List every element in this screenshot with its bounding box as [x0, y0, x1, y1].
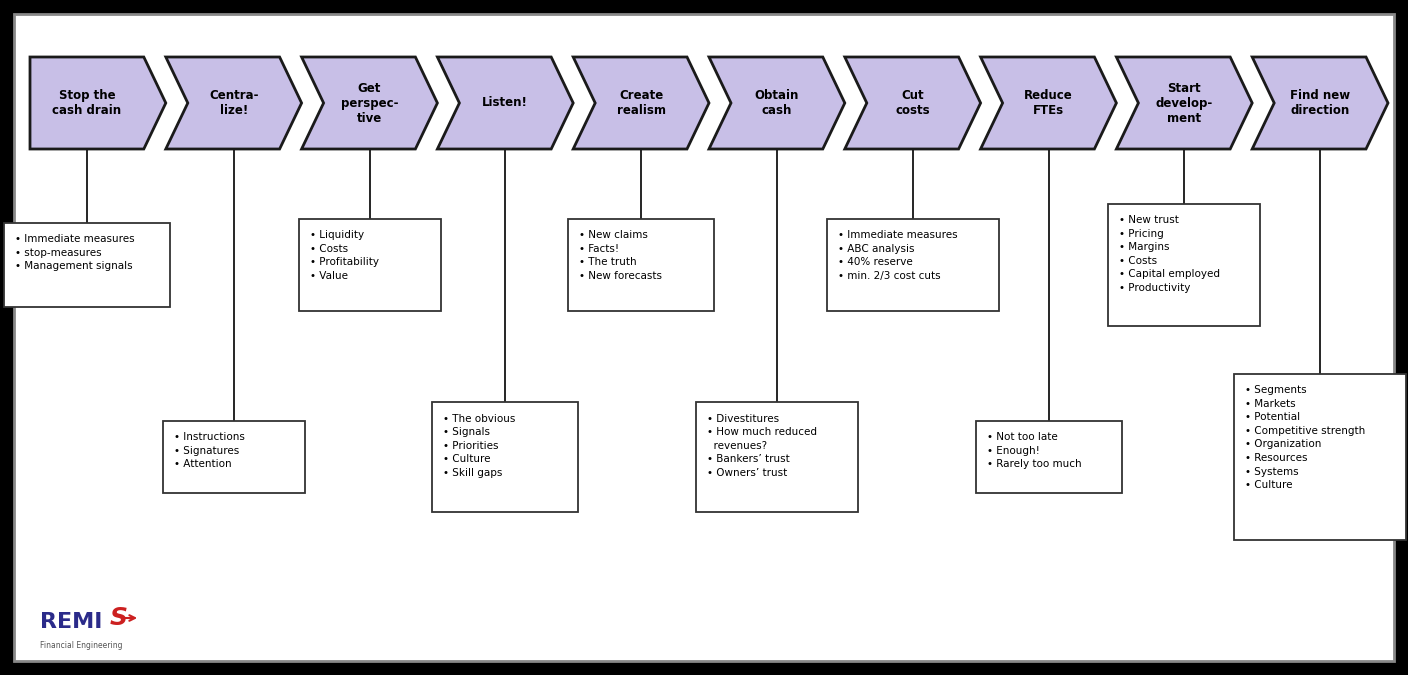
Text: • Liquidity
• Costs
• Profitability
• Value: • Liquidity • Costs • Profitability • Va… — [310, 230, 379, 281]
Text: Stop the
cash drain: Stop the cash drain — [52, 89, 121, 117]
Text: Get
perspec-
tive: Get perspec- tive — [341, 82, 398, 124]
Polygon shape — [30, 57, 166, 149]
Polygon shape — [980, 57, 1117, 149]
Text: • New trust
• Pricing
• Margins
• Costs
• Capital employed
• Productivity: • New trust • Pricing • Margins • Costs … — [1119, 215, 1221, 293]
Text: Start
develop-
ment: Start develop- ment — [1156, 82, 1212, 124]
FancyBboxPatch shape — [976, 421, 1122, 493]
Text: • The obvious
• Signals
• Priorities
• Culture
• Skill gaps: • The obvious • Signals • Priorities • C… — [444, 414, 515, 478]
Text: REMI: REMI — [39, 612, 103, 632]
Text: • Segments
• Markets
• Potential
• Competitive strength
• Organization
• Resourc: • Segments • Markets • Potential • Compe… — [1245, 385, 1366, 490]
FancyBboxPatch shape — [4, 223, 170, 307]
FancyBboxPatch shape — [567, 219, 714, 311]
FancyBboxPatch shape — [1233, 374, 1407, 540]
Text: Listen!: Listen! — [483, 97, 528, 109]
FancyBboxPatch shape — [432, 402, 579, 512]
Text: • Divestitures
• How much reduced
  revenues?
• Bankers’ trust
• Owners’ trust: • Divestitures • How much reduced revenu… — [707, 414, 817, 478]
Polygon shape — [1252, 57, 1388, 149]
Polygon shape — [1117, 57, 1252, 149]
Text: Find new
direction: Find new direction — [1290, 89, 1350, 117]
Text: Centra-
lize!: Centra- lize! — [208, 89, 259, 117]
Polygon shape — [166, 57, 301, 149]
Text: • New claims
• Facts!
• The truth
• New forecasts: • New claims • Facts! • The truth • New … — [579, 230, 662, 281]
FancyBboxPatch shape — [696, 402, 857, 512]
Polygon shape — [845, 57, 980, 149]
FancyBboxPatch shape — [14, 14, 1394, 661]
Polygon shape — [301, 57, 438, 149]
FancyBboxPatch shape — [298, 219, 441, 311]
Text: • Not too late
• Enough!
• Rarely too much: • Not too late • Enough! • Rarely too mu… — [987, 432, 1081, 469]
Text: Cut
costs: Cut costs — [895, 89, 931, 117]
Polygon shape — [710, 57, 845, 149]
Text: Create
realism: Create realism — [617, 89, 666, 117]
Text: Reduce
FTEs: Reduce FTEs — [1024, 89, 1073, 117]
Text: • Immediate measures
• stop-measures
• Management signals: • Immediate measures • stop-measures • M… — [15, 234, 135, 271]
Text: • Instructions
• Signatures
• Attention: • Instructions • Signatures • Attention — [173, 432, 245, 469]
Polygon shape — [573, 57, 710, 149]
FancyBboxPatch shape — [826, 219, 998, 311]
Text: • Immediate measures
• ABC analysis
• 40% reserve
• min. 2/3 cost cuts: • Immediate measures • ABC analysis • 40… — [838, 230, 957, 281]
Text: Financial Engineering: Financial Engineering — [39, 641, 122, 651]
Polygon shape — [438, 57, 573, 149]
FancyBboxPatch shape — [163, 421, 304, 493]
Text: S: S — [110, 606, 128, 630]
FancyBboxPatch shape — [1108, 204, 1260, 326]
Text: Obtain
cash: Obtain cash — [755, 89, 800, 117]
